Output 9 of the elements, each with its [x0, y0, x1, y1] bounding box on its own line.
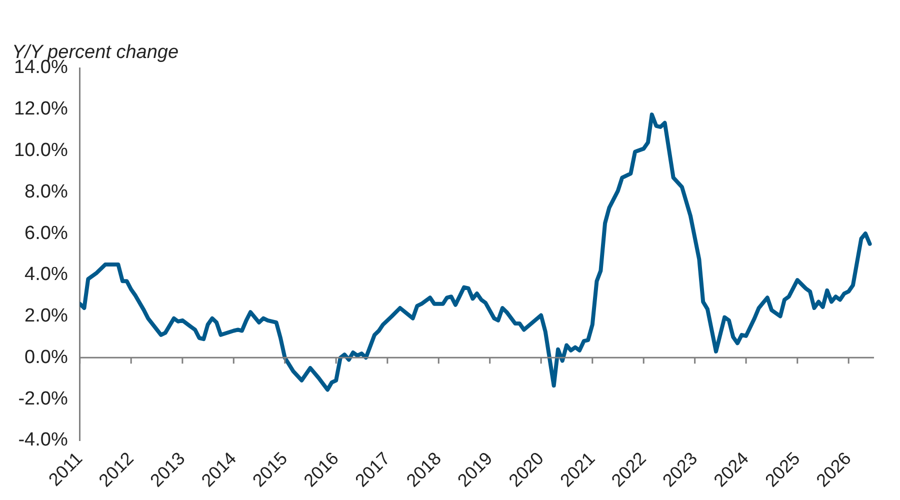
- y-tick-label: 4.0%: [24, 264, 68, 286]
- y-tick-label: -2.0%: [18, 388, 68, 410]
- y-tick-label: 6.0%: [24, 222, 68, 244]
- y-tick-label: 10.0%: [14, 140, 68, 161]
- y-tick-label: 8.0%: [24, 181, 68, 202]
- y-tick-label: -4.0%: [18, 430, 68, 451]
- y-tick-label: 2.0%: [24, 306, 68, 327]
- y-tick-label: 0.0%: [24, 346, 68, 368]
- y-tick-label: 12.0%: [14, 98, 68, 120]
